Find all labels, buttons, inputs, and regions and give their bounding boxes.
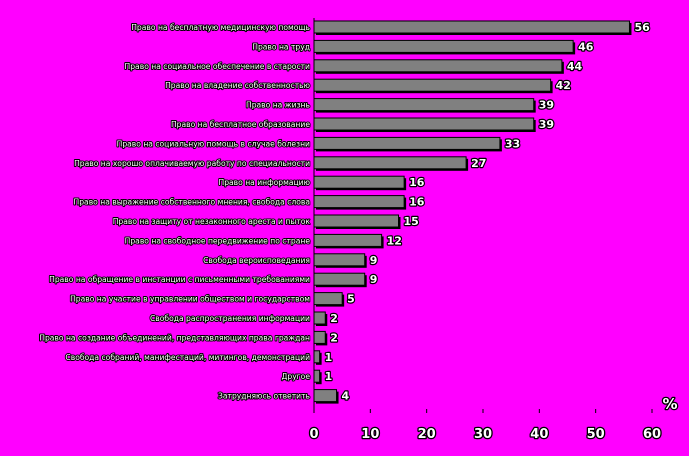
bar [313,98,535,112]
category-label: Свобода вероисповедания [203,256,310,265]
value-label: 4 [342,390,350,403]
value-label: 39 [539,99,554,112]
x-tick-label: 30 [474,427,492,442]
category-label: Право на труд [252,42,310,51]
value-label: 39 [539,118,554,131]
bar [313,389,338,403]
category-label: Право на участие в управлении обществом … [70,295,310,304]
value-label: 2 [330,331,338,344]
value-label: 15 [404,215,419,228]
bar [313,253,366,267]
x-tick-label: 10 [361,427,379,442]
bar [313,117,535,131]
bar [313,156,467,170]
x-axis-ticks-layer: 0 10 20 30 40 50 60 [308,409,662,443]
x-tick-label: 40 [530,427,548,442]
bar [313,350,321,364]
value-label: 16 [409,196,425,209]
x-tick-label: 50 [587,427,605,442]
bar [313,311,326,325]
bar [313,369,321,383]
category-label: Свобода распространения информации [150,314,310,323]
value-label: 5 [347,293,355,306]
value-label: 56 [634,21,650,34]
bar [313,214,399,228]
category-label: Право на информацию [219,178,311,187]
category-label: Свобода собраний, манифестаций, митингов… [65,353,310,362]
category-label: Право на обращение в инстанции с письмен… [49,275,310,284]
value-label: 12 [387,234,402,247]
category-label: Право на создание объединений, представл… [39,333,310,342]
bar [313,59,563,73]
category-label: Право на свободное передвижение по стран… [125,236,311,245]
bar [313,136,501,150]
bar [313,39,574,53]
category-label: Право на жизнь [246,101,311,110]
category-labels-layer: Право на бесплатную медицинскую помощь Пр… [38,22,311,402]
value-label: 1 [325,351,333,364]
value-label: 27 [471,157,486,170]
x-tick-label: 0 [309,427,318,442]
value-label: 16 [409,176,425,189]
category-label: Право на хорошо оплачиваемую работу по с… [74,159,310,168]
value-label: 9 [370,273,378,286]
category-label: Право на социальное обеспечение в старос… [125,62,311,71]
bar [313,330,326,344]
category-label: Право на бесплатную медицинскую помощь [131,23,310,32]
bar [313,175,405,189]
bar [313,233,383,247]
value-label: 46 [578,40,594,53]
category-label: Право на бесплатное образование [171,120,310,129]
category-label: Право на защиту от незаконного ареста и … [113,217,311,226]
value-label: 1 [325,370,333,383]
value-label: 33 [505,137,520,150]
bar [313,20,630,34]
unit-label: % [662,395,677,413]
category-label: Другое [281,372,310,381]
bar [313,292,343,306]
category-label: Право на социальную помощь в случае боле… [117,139,310,148]
category-label: Право на владение собственностью [165,81,310,90]
value-label: 42 [556,79,571,92]
value-label: 2 [330,312,338,325]
bar [313,195,405,209]
bar [313,78,552,92]
category-label: Затрудняюсь ответить [218,392,310,401]
value-label: 44 [567,60,583,73]
bars-layer [313,20,632,404]
value-label: 9 [370,254,378,267]
x-tick-label: 60 [643,427,661,442]
category-label: Право на выражение собственного мнения, … [74,198,310,207]
bar [313,272,366,286]
x-tick-label: 20 [418,427,436,442]
